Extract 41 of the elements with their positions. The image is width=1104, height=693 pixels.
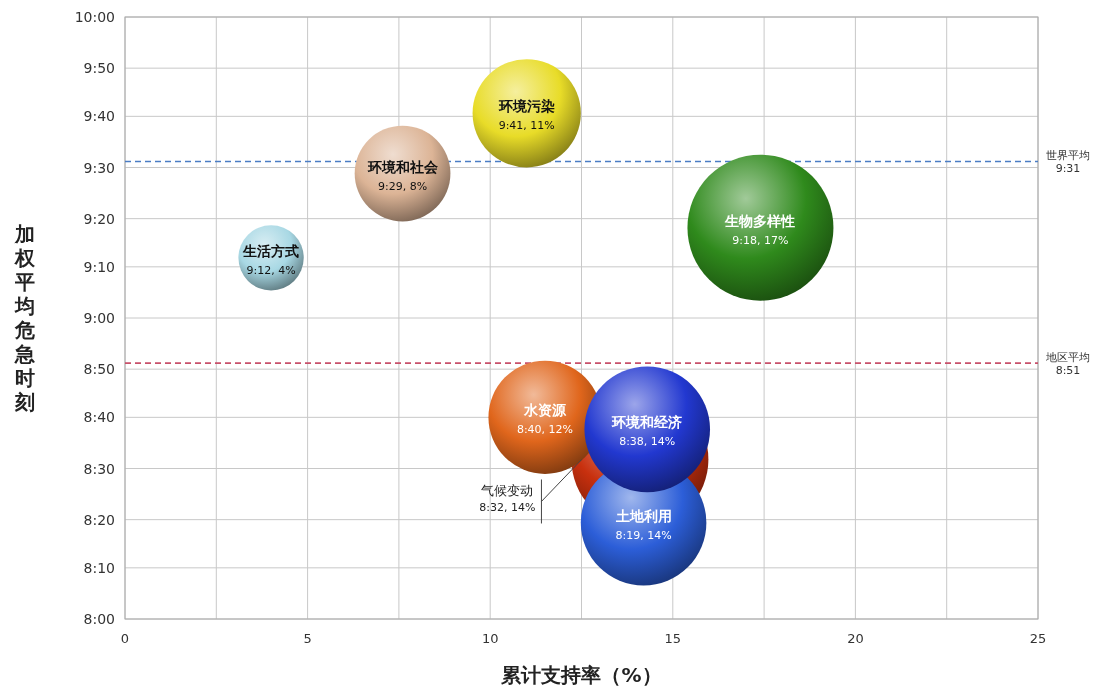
y-tick-label: 8:50 [83,361,115,378]
x-axis-title: 累计支持率（%） [500,663,662,687]
ref-line-label: 地区平均 [1045,351,1090,365]
text: 9:31 [1055,162,1081,176]
y-tick-label: 8:20 [83,511,115,528]
x-tick-label: 20 [847,631,864,646]
data-label: 9:18, 17% [732,233,789,247]
y-tick-label: 8:30 [83,460,115,477]
y-tick-label: 9:10 [83,258,115,275]
x-tick-label: 25 [1029,631,1047,646]
x-tick-label: 0 [120,631,130,646]
data-label: 8:38, 14% [619,435,676,449]
y-tick-label: 9:20 [83,210,115,227]
y-tick-label: 9:40 [83,108,115,125]
x-tick-label: 10 [481,631,499,646]
data-label: 8:32, 14% [479,501,536,515]
y-tick-label: 8:00 [83,611,115,627]
text: 气候变动 [481,483,534,499]
ref-line-label: 世界平均 [1046,149,1090,163]
x-tick-label: 5 [303,631,312,646]
y-tick-label: 9:50 [83,60,115,77]
data-label: 9:41, 11% [498,119,555,133]
y-tick-label: 9:30 [83,159,115,176]
data-label: 8:40, 12% [516,423,574,437]
text: 8:51 [1055,364,1081,378]
data-label: 8:19, 14% [615,528,672,542]
y-tick-label: 9:00 [83,310,115,326]
series-label: 土地利用 [614,507,672,524]
series-label: 环境和经济 [611,414,683,431]
y-tick-label: 10:00 [74,9,115,25]
series-label: 环境污染 [497,98,555,115]
series-label: 生活方式 [242,242,300,259]
y-tick-label: 8:10 [83,559,115,576]
series-label: 生物多样性 [724,212,796,229]
series-label: 环境和社会 [366,158,439,175]
data-label: 9:29, 8% [377,179,428,193]
y-axis-title: 加权平均危急时刻 [14,222,36,414]
x-tick-label: 15 [664,631,682,646]
y-tick-label: 8:40 [83,409,115,426]
data-label: 9:12, 4% [246,263,296,277]
series-label: 水资源 [522,402,567,419]
